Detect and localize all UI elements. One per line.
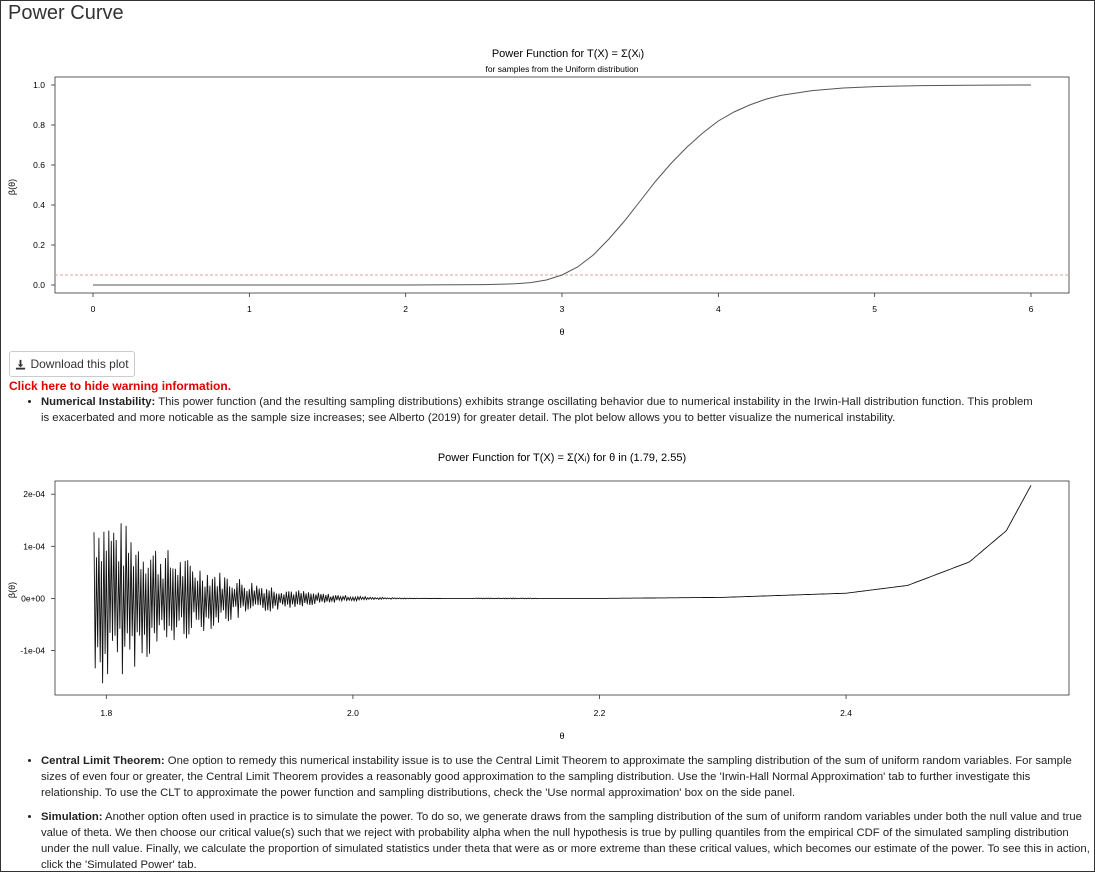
note-text: One option to remedy this numerical inst… — [41, 755, 1072, 799]
page-title: Power Curve — [8, 2, 124, 24]
note-text: This power function (and the resulting s… — [41, 396, 1033, 424]
x-tick-label: 2.0 — [347, 708, 359, 718]
chart-title: Power Function for T(X) = Σ(Xᵢ) — [492, 48, 644, 60]
download-plot-button[interactable]: Download this plot — [9, 351, 135, 377]
y-tick-label: -1e-04 — [20, 646, 45, 656]
x-axis-label: θ — [559, 327, 564, 337]
y-tick-label: 0.2 — [33, 240, 45, 250]
x-tick-label: 2.4 — [840, 708, 852, 718]
download-icon — [16, 359, 26, 370]
y-tick-label: 2e-04 — [23, 489, 45, 499]
x-tick-label: 1.8 — [100, 708, 112, 718]
oscillating-power-line — [93, 485, 1032, 684]
notes-bottom-list: Central Limit Theorem: One option to rem… — [9, 753, 1093, 871]
power-curve-chart: Power Function for T(X) = Σ(Xᵢ) for samp… — [7, 48, 1070, 337]
note-text: Another option often used in practice is… — [41, 811, 1090, 871]
x-tick-label: 2.2 — [594, 708, 606, 718]
x-tick-label: 2 — [403, 304, 408, 314]
list-item: Numerical Instability: This power functi… — [41, 394, 1041, 426]
hide-warning-link[interactable]: Click here to hide warning information. — [9, 379, 232, 393]
y-tick-label: 0e+00 — [21, 593, 45, 603]
y-tick-label: 1.0 — [33, 80, 45, 90]
list-item: Simulation: Another option often used in… — [41, 809, 1093, 871]
x-tick-label: 0 — [91, 304, 96, 314]
power-curve-line — [93, 84, 1032, 286]
instability-chart: Power Function for T(X) = Σ(Xᵢ) for θ in… — [7, 452, 1070, 741]
x-tick-label: 1 — [247, 304, 252, 314]
list-item: Central Limit Theorem: One option to rem… — [41, 753, 1093, 801]
note-heading: Simulation: — [41, 811, 103, 823]
y-tick-label: 1e-04 — [23, 541, 45, 551]
x-tick-label: 5 — [872, 304, 877, 314]
chart-title: Power Function for T(X) = Σ(Xᵢ) for θ in… — [438, 452, 686, 464]
notes-top-list: Numerical Instability: This power functi… — [9, 394, 1041, 434]
y-axis-label: β(θ) — [7, 179, 17, 195]
x-tick-label: 3 — [560, 304, 565, 314]
y-axis-label: β(θ) — [7, 582, 17, 598]
y-tick-label: 0.6 — [33, 160, 45, 170]
chart-subtitle: for samples from the Uniform distributio… — [485, 64, 638, 74]
plot-frame — [54, 480, 1070, 696]
y-tick-label: 0.0 — [33, 280, 45, 290]
x-tick-label: 6 — [1029, 304, 1034, 314]
y-tick-label: 0.8 — [33, 120, 45, 130]
note-heading: Numerical Instability: — [41, 396, 156, 408]
y-tick-label: 0.4 — [33, 200, 45, 210]
plot-frame — [54, 76, 1070, 294]
note-heading: Central Limit Theorem: — [41, 755, 165, 767]
x-tick-label: 4 — [716, 304, 721, 314]
x-axis-label: θ — [559, 731, 564, 741]
download-button-label: Download this plot — [30, 357, 129, 371]
